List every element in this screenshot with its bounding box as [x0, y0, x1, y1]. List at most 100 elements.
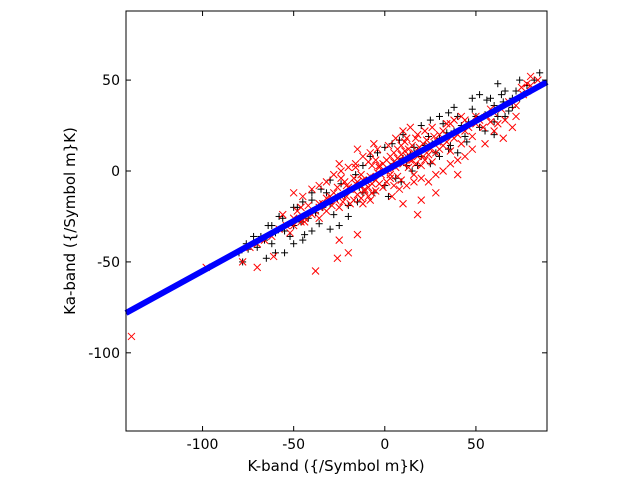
- plus-point-66: [268, 240, 276, 248]
- y-tick-label: -100: [88, 346, 120, 362]
- x-point-200: [375, 161, 384, 170]
- plus-point-46: [461, 132, 469, 140]
- x-point-179: [410, 170, 418, 179]
- x-point-91: [479, 123, 488, 132]
- x-point-152: [344, 248, 353, 257]
- x-point-142: [501, 116, 509, 124]
- x-point-160: [417, 196, 426, 204]
- plus-point-62: [301, 231, 309, 239]
- x-point-75: [421, 156, 429, 164]
- x-point-162: [431, 188, 440, 197]
- x-point-96: [351, 159, 360, 168]
- fit-line: [124, 79, 549, 316]
- x-point-118: [424, 178, 433, 186]
- plus-point-120: [344, 212, 352, 220]
- x-point-180: [351, 163, 360, 172]
- x-point-102: [308, 185, 316, 194]
- x-point-107: [413, 130, 422, 139]
- x-point-47: [371, 187, 380, 195]
- x-point-170: [517, 83, 526, 92]
- x-tick-label: 0: [380, 437, 389, 453]
- x-point-149: [311, 267, 320, 275]
- x-point-56: [339, 198, 347, 206]
- plus-point-47: [468, 105, 476, 113]
- x-point-82: [446, 147, 455, 155]
- plus-point-100: [308, 189, 316, 197]
- x-point-88: [468, 132, 477, 141]
- plus-point-52: [505, 107, 513, 115]
- x-point-177: [402, 134, 411, 143]
- x-point-52: [353, 190, 362, 199]
- x-point-106: [406, 123, 415, 132]
- plus-point-128: [262, 254, 270, 262]
- x-point-85: [457, 139, 466, 148]
- x-point-93: [486, 118, 495, 126]
- plus-point-121: [335, 222, 343, 230]
- plus-point-112: [445, 109, 453, 117]
- x-point-62: [333, 183, 342, 192]
- x-point-77: [428, 158, 437, 166]
- x-point-70: [304, 201, 313, 210]
- x-point-95: [359, 152, 367, 161]
- plus-point-113: [450, 103, 458, 111]
- plus-point-71: [374, 149, 382, 157]
- x-point-144: [269, 252, 278, 261]
- x-point-156: [335, 159, 344, 168]
- x-point-123: [461, 152, 469, 161]
- x-point-147: [238, 258, 247, 266]
- x-point-38: [430, 132, 438, 141]
- x-point-94: [366, 148, 375, 157]
- x-point-153: [333, 254, 342, 263]
- plus-point-119: [516, 76, 524, 84]
- x-point-98: [337, 167, 345, 175]
- x-point-105: [399, 127, 407, 135]
- x-point-150: [353, 230, 362, 239]
- x-point-206: [349, 174, 358, 183]
- plus-point-88: [463, 138, 471, 146]
- x-point-103: [298, 192, 307, 201]
- x-point-164: [468, 145, 477, 154]
- x-point-168: [508, 123, 517, 132]
- plus-point-105: [250, 232, 258, 240]
- x-point-161: [413, 210, 422, 219]
- plus-point-64: [286, 232, 294, 240]
- x-point-165: [481, 139, 489, 148]
- x-point-27: [371, 156, 380, 164]
- plus-point-44: [446, 142, 454, 150]
- plus-point-116: [487, 94, 495, 102]
- x-point-201: [404, 163, 413, 172]
- x-point-198: [360, 187, 369, 195]
- x-point-151: [335, 236, 344, 244]
- x-point-158: [370, 139, 378, 148]
- x-point-74: [417, 161, 426, 170]
- plus-point-111: [435, 112, 443, 120]
- x-point-122: [453, 156, 462, 164]
- plus-point-48: [476, 123, 484, 131]
- plus-point-58: [330, 211, 338, 219]
- x-point-109: [428, 123, 437, 132]
- plot-frame: [125, 10, 548, 432]
- plus-point-87: [454, 149, 462, 157]
- plus-point-114: [468, 94, 476, 102]
- x-point-163: [453, 170, 462, 179]
- data-points: [127, 69, 544, 341]
- x-point-30: [400, 138, 409, 146]
- plus-point-92: [501, 112, 509, 120]
- plus-point-123: [308, 227, 316, 235]
- plus-point-90: [490, 131, 498, 139]
- plus-point-126: [281, 249, 289, 257]
- x-point-148: [127, 332, 136, 341]
- ticks: -100 -50 0 50 50 0 -50 -100: [88, 11, 547, 453]
- x-tick-label: -100: [187, 437, 219, 453]
- x-point-54: [346, 199, 355, 208]
- x-point-61: [337, 174, 345, 183]
- x-point-115: [402, 181, 411, 190]
- plus-point-108: [399, 131, 407, 139]
- x-point-173: [384, 141, 393, 150]
- plus-point-102: [290, 203, 298, 211]
- x-point-99: [329, 170, 338, 179]
- plus-point-60: [315, 220, 323, 228]
- x-point-100: [322, 178, 331, 186]
- x-point-119: [431, 170, 440, 179]
- x-point-183: [439, 127, 447, 135]
